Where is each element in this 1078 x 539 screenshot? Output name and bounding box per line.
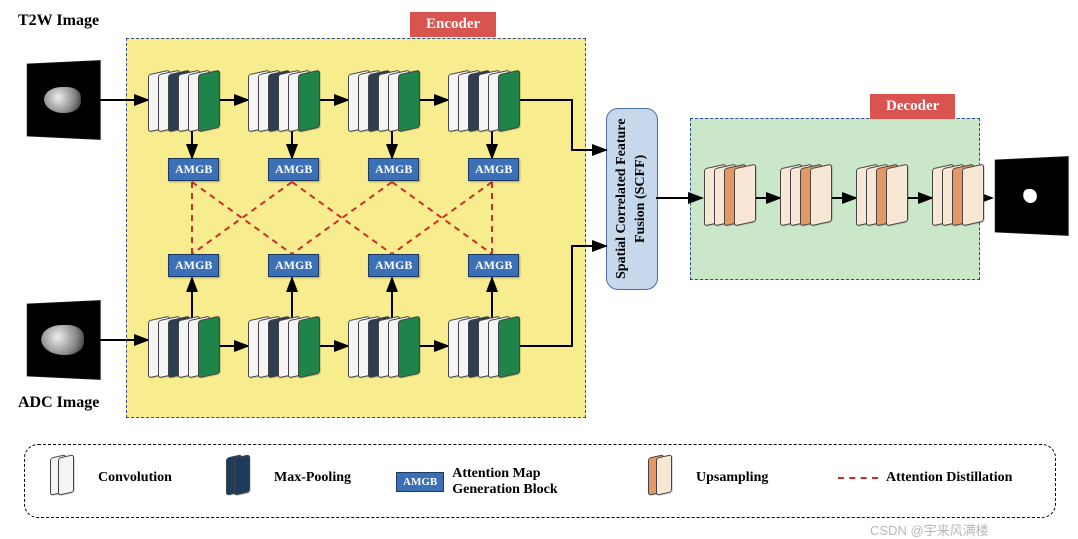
amgb-top-1: AMGB xyxy=(168,158,219,181)
amgb-top-2: AMGB xyxy=(268,158,319,181)
legend-amgb-label: Attention Map Generation Block xyxy=(452,466,557,498)
legend-dash-icon xyxy=(838,477,878,479)
legend-attdist-label: Attention Distillation xyxy=(886,470,1012,486)
amgb-bot-3: AMGB xyxy=(368,254,419,277)
amgb-top-4: AMGB xyxy=(468,158,519,181)
legend-maxpool-label: Max-Pooling xyxy=(274,470,351,486)
legend-attdist: Attention Distillation xyxy=(838,470,1012,486)
amgb-bot-2: AMGB xyxy=(268,254,319,277)
legend-upsample-label: Upsampling xyxy=(696,470,768,486)
legend-conv-label: Convolution xyxy=(98,470,172,486)
legend-conv: Convolution xyxy=(50,456,172,500)
amgb-bot-1: AMGB xyxy=(168,254,219,277)
watermark-text: CSDN @宇来风满楼 xyxy=(870,520,989,539)
legend-amgb: AMGB Attention Map Generation Block xyxy=(396,466,558,498)
amgb-bot-4: AMGB xyxy=(468,254,519,277)
legend-upsample: Upsampling xyxy=(648,456,768,500)
amgb-top-3: AMGB xyxy=(368,158,419,181)
legend-maxpool: Max-Pooling xyxy=(226,456,351,500)
legend-amgb-icon: AMGB xyxy=(396,472,444,492)
